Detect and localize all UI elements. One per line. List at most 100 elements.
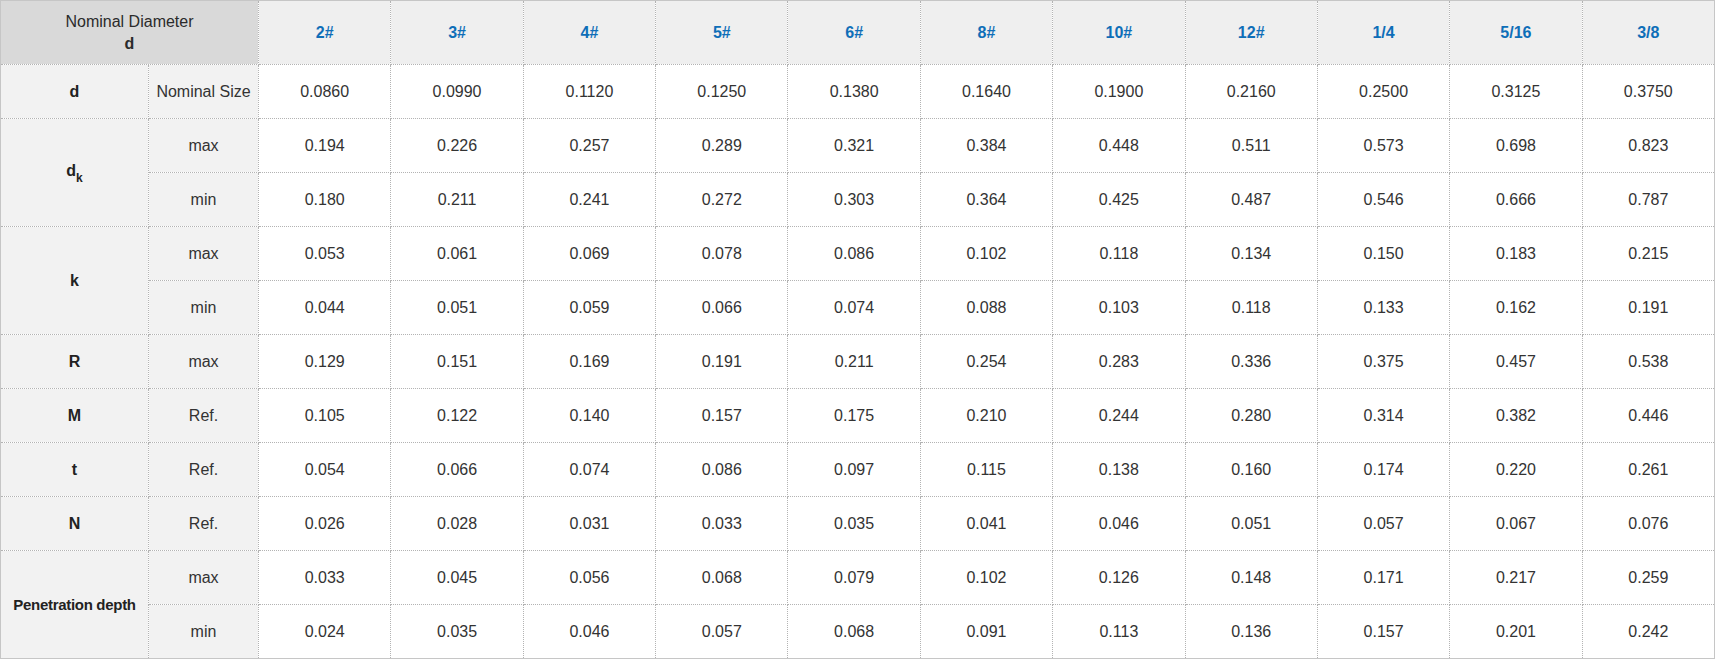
- value-cell: 0.035: [391, 605, 523, 659]
- value-cell: 0.0990: [391, 65, 523, 119]
- value-cell: 0.044: [259, 281, 391, 335]
- value-cell: 0.259: [1582, 551, 1714, 605]
- value-cell: 0.033: [656, 497, 788, 551]
- value-cell: 0.133: [1317, 281, 1449, 335]
- value-cell: 0.211: [391, 173, 523, 227]
- value-cell: 0.226: [391, 119, 523, 173]
- row-label-text: M: [68, 407, 81, 424]
- size-header-row: Nominal Diameter d 2#3#4#5#6#8#10#12#1/4…: [1, 1, 1715, 65]
- row-label-text: R: [69, 353, 81, 370]
- table-row: Penetration depthmax0.0330.0450.0560.068…: [1, 551, 1715, 605]
- value-cell: 0.254: [920, 335, 1052, 389]
- value-cell: 0.257: [523, 119, 655, 173]
- table-row: dNominal Size0.08600.09900.11200.12500.1…: [1, 65, 1715, 119]
- value-cell: 0.138: [1053, 443, 1185, 497]
- value-cell: 0.054: [259, 443, 391, 497]
- value-cell: 0.026: [259, 497, 391, 551]
- value-cell: 0.057: [656, 605, 788, 659]
- value-cell: 0.076: [1582, 497, 1714, 551]
- row-label: d: [1, 65, 149, 119]
- size-column-header: 4#: [523, 1, 655, 65]
- size-column-header: 3#: [391, 1, 523, 65]
- value-cell: 0.160: [1185, 443, 1317, 497]
- row-sub-label: min: [149, 605, 259, 659]
- value-cell: 0.241: [523, 173, 655, 227]
- size-column-header: 5#: [656, 1, 788, 65]
- row-label-text: d: [66, 162, 76, 179]
- table-row: MRef.0.1050.1220.1400.1570.1750.2100.244…: [1, 389, 1715, 443]
- row-sub-label: min: [149, 173, 259, 227]
- value-cell: 0.134: [1185, 227, 1317, 281]
- value-cell: 0.321: [788, 119, 920, 173]
- row-label: R: [1, 335, 149, 389]
- value-cell: 0.162: [1450, 281, 1582, 335]
- row-sub-label: max: [149, 227, 259, 281]
- value-cell: 0.151: [391, 335, 523, 389]
- value-cell: 0.171: [1317, 551, 1449, 605]
- value-cell: 0.136: [1185, 605, 1317, 659]
- screw-dimension-table-container: Nominal Diameter d 2#3#4#5#6#8#10#12#1/4…: [0, 0, 1717, 665]
- row-sub-label: Ref.: [149, 389, 259, 443]
- row-sub-label: max: [149, 551, 259, 605]
- value-cell: 0.787: [1582, 173, 1714, 227]
- size-column-header: 8#: [920, 1, 1052, 65]
- table-row: min0.0440.0510.0590.0660.0740.0880.1030.…: [1, 281, 1715, 335]
- row-label: N: [1, 497, 149, 551]
- value-cell: 0.074: [523, 443, 655, 497]
- size-column-header: 6#: [788, 1, 920, 65]
- row-label-text: d: [70, 83, 80, 100]
- value-cell: 0.487: [1185, 173, 1317, 227]
- value-cell: 0.244: [1053, 389, 1185, 443]
- screw-dimensions-table: Nominal Diameter d 2#3#4#5#6#8#10#12#1/4…: [0, 0, 1715, 659]
- value-cell: 0.180: [259, 173, 391, 227]
- size-column-header: 1/4: [1317, 1, 1449, 65]
- table-row: dkmax0.1940.2260.2570.2890.3210.3840.448…: [1, 119, 1715, 173]
- value-cell: 0.666: [1450, 173, 1582, 227]
- value-cell: 0.091: [920, 605, 1052, 659]
- table-row: NRef.0.0260.0280.0310.0330.0350.0410.046…: [1, 497, 1715, 551]
- row-label-text: Penetration depth: [13, 596, 135, 613]
- value-cell: 0.191: [1582, 281, 1714, 335]
- value-cell: 0.242: [1582, 605, 1714, 659]
- value-cell: 0.067: [1450, 497, 1582, 551]
- value-cell: 0.283: [1053, 335, 1185, 389]
- value-cell: 0.538: [1582, 335, 1714, 389]
- value-cell: 0.150: [1317, 227, 1449, 281]
- value-cell: 0.220: [1450, 443, 1582, 497]
- value-cell: 0.059: [523, 281, 655, 335]
- value-cell: 0.046: [1053, 497, 1185, 551]
- value-cell: 0.698: [1450, 119, 1582, 173]
- value-cell: 0.105: [259, 389, 391, 443]
- value-cell: 0.169: [523, 335, 655, 389]
- row-label: k: [1, 227, 149, 335]
- size-column-header: 2#: [259, 1, 391, 65]
- value-cell: 0.066: [391, 443, 523, 497]
- value-cell: 0.425: [1053, 173, 1185, 227]
- value-cell: 0.024: [259, 605, 391, 659]
- value-cell: 0.280: [1185, 389, 1317, 443]
- size-column-header: 12#: [1185, 1, 1317, 65]
- row-sub-label: Ref.: [149, 497, 259, 551]
- value-cell: 0.546: [1317, 173, 1449, 227]
- value-cell: 0.066: [656, 281, 788, 335]
- value-cell: 0.1640: [920, 65, 1052, 119]
- size-column-header: 5/16: [1450, 1, 1582, 65]
- table-row: min0.1800.2110.2410.2720.3030.3640.4250.…: [1, 173, 1715, 227]
- value-cell: 0.823: [1582, 119, 1714, 173]
- value-cell: 0.078: [656, 227, 788, 281]
- value-cell: 0.2500: [1317, 65, 1449, 119]
- value-cell: 0.056: [523, 551, 655, 605]
- value-cell: 0.1250: [656, 65, 788, 119]
- table-row: tRef.0.0540.0660.0740.0860.0970.1150.138…: [1, 443, 1715, 497]
- value-cell: 0.2160: [1185, 65, 1317, 119]
- size-column-header: 10#: [1053, 1, 1185, 65]
- value-cell: 0.115: [920, 443, 1052, 497]
- value-cell: 0.079: [788, 551, 920, 605]
- value-cell: 0.215: [1582, 227, 1714, 281]
- value-cell: 0.046: [523, 605, 655, 659]
- value-cell: 0.272: [656, 173, 788, 227]
- value-cell: 0.140: [523, 389, 655, 443]
- value-cell: 0.035: [788, 497, 920, 551]
- row-label: M: [1, 389, 149, 443]
- value-cell: 0.175: [788, 389, 920, 443]
